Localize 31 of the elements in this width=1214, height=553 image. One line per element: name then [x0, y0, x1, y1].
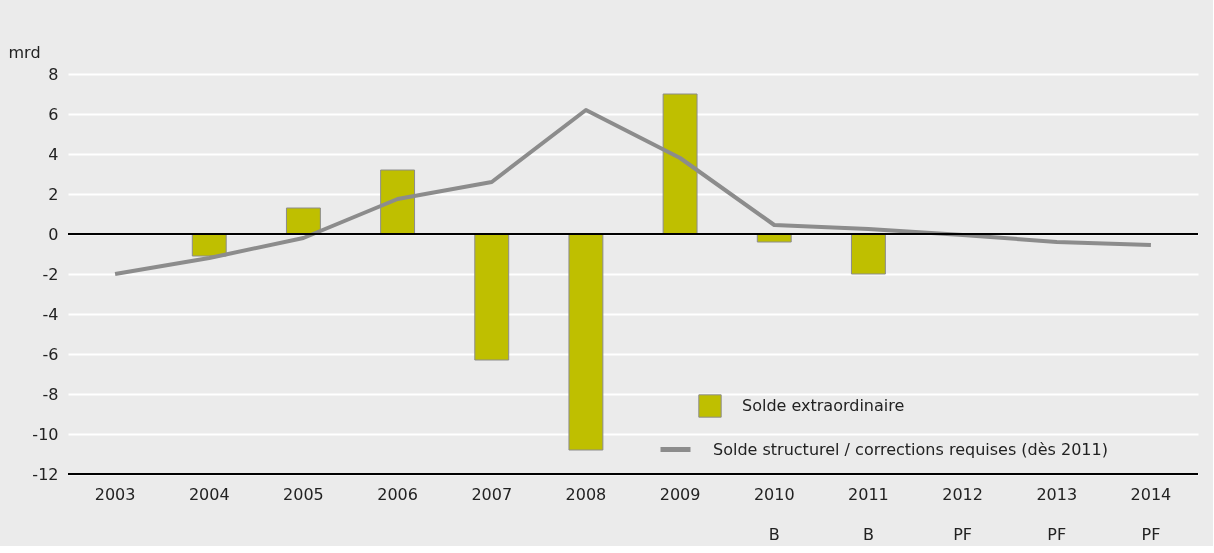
y-tick-label: 8: [48, 64, 59, 84]
bar: [285, 207, 321, 235]
y-tick-label: -6: [42, 344, 59, 364]
x-tick-label: 2009: [659, 484, 701, 504]
y-tick-label: -12: [32, 464, 59, 484]
category-label: 2014 PF: [1130, 484, 1172, 544]
bar: [850, 233, 886, 275]
bar: [474, 233, 510, 361]
x-tick-label: 2007: [471, 484, 513, 504]
x-tick-label: 2005: [283, 484, 324, 504]
category-label: 2012 PF: [942, 484, 983, 544]
y-tick-label: -2: [42, 264, 59, 284]
legend-label: Solde structurel / corrections requises (dès 2011): [713, 439, 1108, 459]
x-tick-label: 2004: [188, 484, 230, 504]
y-tick-label: 4: [48, 144, 59, 164]
x-tick-label: 2006: [377, 484, 418, 504]
x-tick-label: 2003: [94, 484, 136, 504]
legend-label: Solde extraordinaire: [742, 396, 905, 415]
category-label: 2010 B: [753, 484, 795, 544]
y-tick-label: 6: [48, 104, 59, 124]
y-tick-label: -4: [42, 304, 59, 324]
y-tick-label: 2: [48, 184, 59, 204]
bar: [568, 233, 604, 451]
y-axis-title: mrd: [8, 42, 41, 62]
y-tick-label: -8: [42, 384, 59, 404]
category-label: 2011 B: [848, 484, 889, 544]
y-tick-label: -10: [32, 424, 59, 444]
x-tick-label: 2008: [565, 484, 607, 504]
category-label: 2013 PF: [1036, 484, 1078, 544]
bar: [380, 169, 416, 235]
y-tick-label: 0: [48, 224, 59, 244]
